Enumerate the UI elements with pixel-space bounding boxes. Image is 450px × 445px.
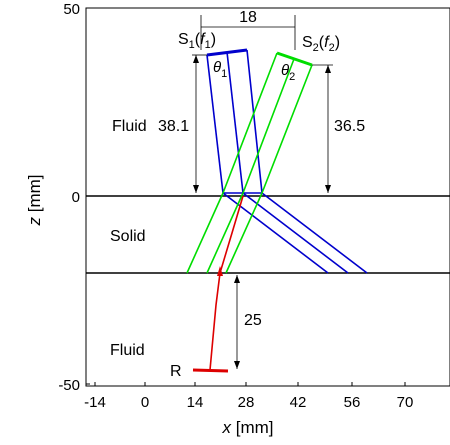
theta1-symbol: θ (213, 59, 221, 76)
receiver-depth-value: 25 (244, 312, 262, 329)
s1-refracted-ray (222, 192, 329, 274)
s1-label-paren: ( (195, 31, 201, 48)
theta1-label: θ1 (213, 59, 227, 80)
arrowhead-icon (325, 65, 331, 73)
s2-label-paren: ( (319, 34, 325, 51)
receiver-depth-dimension (234, 275, 240, 369)
s2-face (276, 51, 313, 67)
theta2-label: θ2 (281, 62, 295, 83)
s2-refracted-ray (206, 192, 244, 274)
s1-height-value: 38.1 (158, 118, 189, 135)
separation-dimension (200, 15, 296, 50)
s1-transducer (206, 48, 368, 274)
s1-face (206, 48, 248, 57)
arrowhead-icon (193, 185, 199, 193)
separation-value: 18 (239, 9, 257, 26)
x-axis-var: x (222, 418, 232, 437)
s2-refracted-ray (225, 192, 263, 274)
s1-label-f: f (200, 31, 206, 48)
y-axis-var: z (25, 217, 44, 227)
s2-label-sub: 2 (313, 42, 319, 54)
x-axis-unit: [mm] (231, 418, 274, 437)
s1-label-paren: ) (211, 31, 216, 48)
s1-label-s: S (178, 31, 189, 48)
s1-ray (206, 54, 224, 194)
arrowhead-icon (217, 266, 223, 276)
x-tick-label: 42 (290, 394, 307, 411)
s2-ray (242, 58, 295, 194)
s1-refracted-ray (242, 192, 349, 274)
s1-label-sub: 1 (189, 39, 195, 51)
region-label-bottom-fluid: Fluid (110, 342, 145, 359)
y-tick-label: 0 (72, 189, 80, 206)
s1-label-fsub: 1 (205, 39, 211, 51)
x-tick-label: -14 (84, 394, 106, 411)
x-tick-label: 70 (397, 394, 414, 411)
x-tick-label: 0 (141, 394, 149, 411)
s2-height-value: 36.5 (334, 118, 365, 135)
theta2-symbol: θ (281, 62, 289, 79)
arrowhead-icon (234, 275, 240, 283)
x-axis-label: x [mm] (222, 418, 274, 437)
received-ray (192, 195, 244, 373)
s2-ray (261, 64, 313, 194)
region-label-top-fluid: Fluid (112, 118, 147, 135)
y-tick-label: 50 (63, 1, 80, 18)
s1-height-dimension (192, 54, 207, 193)
y-axis-unit: [mm] (25, 175, 44, 218)
y-axis-label: z [mm] (25, 175, 44, 227)
s1-ray (246, 49, 263, 194)
s1-refracted-ray (261, 192, 368, 274)
s2-label: S2(f2) (302, 34, 340, 54)
s2-ray (222, 52, 278, 194)
s2-label-s: S (302, 34, 313, 51)
s2-label-f: f (324, 34, 330, 51)
receiver-label: R (170, 363, 182, 380)
region-label-solid: Solid (110, 228, 146, 245)
theta1-sub: 1 (221, 68, 227, 80)
x-tick-label: 14 (187, 394, 204, 411)
s2-height-dimension (312, 64, 333, 193)
y-tick-label: -50 (58, 377, 80, 394)
s1-ray (226, 51, 244, 194)
theta2-sub: 2 (289, 71, 295, 83)
s2-label-fsub: 2 (329, 42, 335, 54)
s2-label-paren: ) (335, 34, 340, 51)
arrowhead-icon (325, 185, 331, 193)
s2-transducer (186, 51, 313, 274)
s2-refracted-ray (186, 192, 224, 274)
plot-frame (85, 7, 450, 387)
x-ticks (94, 382, 406, 386)
arrowhead-icon (234, 361, 240, 369)
x-tick-label: 56 (344, 394, 361, 411)
receiver-bar (192, 368, 229, 373)
arrowhead-icon (193, 55, 199, 63)
x-tick-label: 28 (238, 394, 255, 411)
s1-label: S1(f1) (178, 31, 216, 51)
